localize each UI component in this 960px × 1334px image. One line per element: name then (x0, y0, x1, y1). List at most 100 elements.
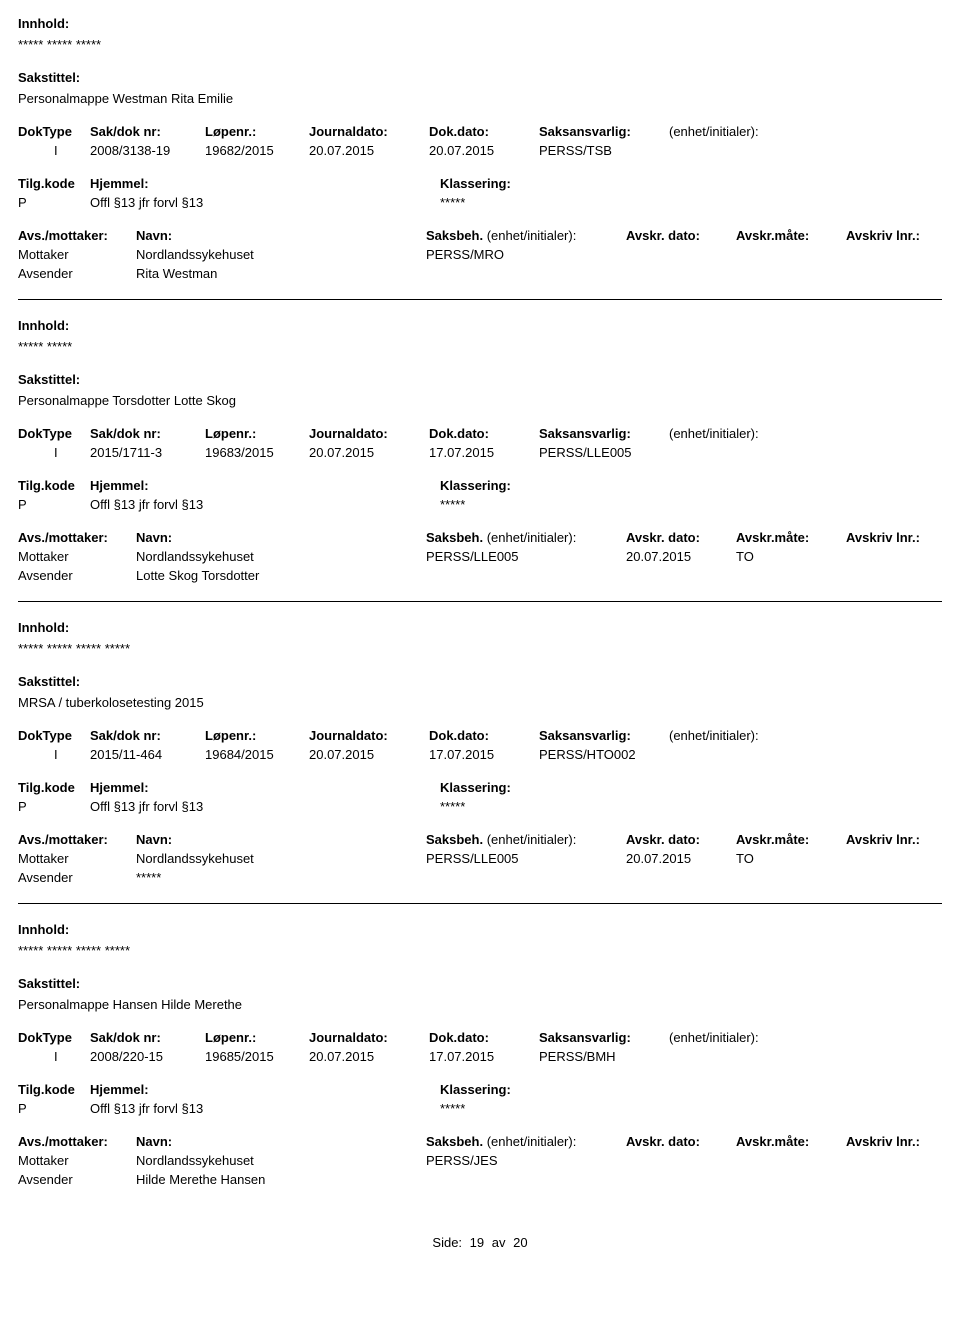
lopenr-value: 19683/2015 (205, 445, 309, 460)
tilgkode-value: P (18, 497, 90, 512)
avskrmate-label: Avskr.måte: (736, 832, 846, 847)
avskrmate-label: Avskr.måte: (736, 1134, 846, 1149)
avskrmate-value (736, 1153, 846, 1168)
dokdato-label: Dok.dato: (429, 1030, 539, 1045)
saksansvarlig-value: PERSS/LLE005 (539, 445, 669, 460)
tilgkode-label: Tilg.kode (18, 780, 90, 795)
sakstittel-label: Sakstittel: (18, 70, 942, 85)
page-total: 20 (513, 1235, 527, 1250)
dokdato-label: Dok.dato: (429, 728, 539, 743)
avskrmate-value (736, 247, 846, 262)
mottaker-navn: Nordlandssykehuset (136, 1153, 426, 1168)
saksbeh-label: Saksbeh. (enhet/initialer): (426, 530, 626, 545)
avsmottaker-label: Avs./mottaker: (18, 1134, 136, 1149)
avskrmate-value: TO (736, 851, 846, 866)
doktype-label: DokType (18, 124, 90, 139)
avsender-role: Avsender (18, 568, 136, 583)
doktype-label: DokType (18, 1030, 90, 1045)
journaldato-label: Journaldato: (309, 124, 429, 139)
avsender-role: Avsender (18, 1172, 136, 1187)
innhold-text: ***** ***** (18, 339, 942, 354)
journaldato-label: Journaldato: (309, 728, 429, 743)
lopenr-label: Løpenr.: (205, 728, 309, 743)
sakstittel-text: Personalmappe Torsdotter Lotte Skog (18, 393, 942, 408)
saksbeh-value: PERSS/LLE005 (426, 549, 626, 564)
page-sep: av (492, 1235, 506, 1250)
avskrdato-label: Avskr. dato: (626, 228, 736, 243)
dokdato-value: 20.07.2015 (429, 143, 539, 158)
tilgkode-value: P (18, 799, 90, 814)
sakdoknr-label: Sak/dok nr: (90, 728, 205, 743)
page-current: 19 (470, 1235, 484, 1250)
mottaker-navn: Nordlandssykehuset (136, 549, 426, 564)
klassering-value: ***** (440, 1101, 740, 1116)
sakdoknr-label: Sak/dok nr: (90, 124, 205, 139)
klassering-label: Klassering: (440, 780, 740, 795)
saksbeh-value: PERSS/LLE005 (426, 851, 626, 866)
avskrdato-value: 20.07.2015 (626, 851, 736, 866)
hjemmel-label: Hjemmel: (90, 1082, 440, 1097)
avskrmate-label: Avskr.måte: (736, 228, 846, 243)
journal-record: Innhold: ***** ***** ***** ***** Sakstit… (18, 620, 942, 885)
innhold-text: ***** ***** ***** ***** (18, 943, 942, 958)
innhold-label: Innhold: (18, 620, 942, 635)
navn-label: Navn: (136, 530, 426, 545)
avskrdato-label: Avskr. dato: (626, 1134, 736, 1149)
dokdato-label: Dok.dato: (429, 426, 539, 441)
mottaker-role: Mottaker (18, 247, 136, 262)
lopenr-label: Løpenr.: (205, 426, 309, 441)
saksansvarlig-label: Saksansvarlig: (539, 426, 669, 441)
doktype-value: I (54, 143, 90, 158)
sakstittel-text: Personalmappe Westman Rita Emilie (18, 91, 942, 106)
record-separator (18, 601, 942, 602)
sakstittel-label: Sakstittel: (18, 674, 942, 689)
avskrdato-value (626, 1153, 736, 1168)
sakdoknr-value: 2008/220-15 (90, 1049, 205, 1064)
journaldato-value: 20.07.2015 (309, 1049, 429, 1064)
saksbeh-value: PERSS/MRO (426, 247, 626, 262)
hjemmel-value: Offl §13 jfr forvl §13 (90, 497, 440, 512)
avskrdato-label: Avskr. dato: (626, 832, 736, 847)
avsender-navn: Lotte Skog Torsdotter (136, 568, 426, 583)
saksansvarlig-value: PERSS/BMH (539, 1049, 669, 1064)
journaldato-value: 20.07.2015 (309, 143, 429, 158)
avskrdato-value (626, 247, 736, 262)
avskrivlnr-label: Avskriv lnr.: (846, 1134, 946, 1149)
saksbeh-label: Saksbeh. (enhet/initialer): (426, 1134, 626, 1149)
tilgkode-label: Tilg.kode (18, 176, 90, 191)
doktype-value: I (54, 1049, 90, 1064)
tilgkode-label: Tilg.kode (18, 1082, 90, 1097)
sakdoknr-value: 2015/1711-3 (90, 445, 205, 460)
navn-label: Navn: (136, 832, 426, 847)
journaldato-label: Journaldato: (309, 1030, 429, 1045)
innhold-text: ***** ***** ***** (18, 37, 942, 52)
avsmottaker-label: Avs./mottaker: (18, 530, 136, 545)
hjemmel-label: Hjemmel: (90, 478, 440, 493)
avsmottaker-label: Avs./mottaker: (18, 832, 136, 847)
lopenr-value: 19685/2015 (205, 1049, 309, 1064)
lopenr-label: Løpenr.: (205, 1030, 309, 1045)
journaldato-value: 20.07.2015 (309, 445, 429, 460)
dokdato-value: 17.07.2015 (429, 747, 539, 762)
saksansvarlig-value: PERSS/HTO002 (539, 747, 669, 762)
sakdoknr-value: 2008/3138-19 (90, 143, 205, 158)
avsender-navn: Rita Westman (136, 266, 426, 281)
journal-record: Innhold: ***** ***** Sakstittel: Persona… (18, 318, 942, 583)
avskrivlnr-label: Avskriv lnr.: (846, 832, 946, 847)
klassering-label: Klassering: (440, 1082, 740, 1097)
record-separator (18, 299, 942, 300)
enhet-initialer-label: (enhet/initialer): (669, 426, 819, 441)
avsender-navn: ***** (136, 870, 426, 885)
mottaker-role: Mottaker (18, 851, 136, 866)
klassering-value: ***** (440, 195, 740, 210)
record-separator (18, 903, 942, 904)
mottaker-role: Mottaker (18, 549, 136, 564)
avsender-navn: Hilde Merethe Hansen (136, 1172, 426, 1187)
doktype-label: DokType (18, 426, 90, 441)
avsmottaker-label: Avs./mottaker: (18, 228, 136, 243)
hjemmel-value: Offl §13 jfr forvl §13 (90, 195, 440, 210)
innhold-label: Innhold: (18, 16, 942, 31)
journaldato-value: 20.07.2015 (309, 747, 429, 762)
doktype-label: DokType (18, 728, 90, 743)
saksbeh-label: Saksbeh. (enhet/initialer): (426, 832, 626, 847)
